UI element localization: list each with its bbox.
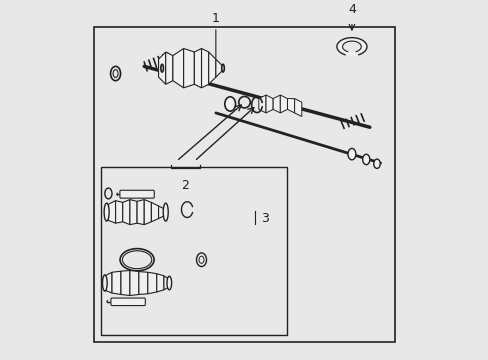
Text: 1: 1 [211, 12, 219, 25]
Ellipse shape [104, 188, 112, 199]
Ellipse shape [161, 64, 163, 72]
FancyBboxPatch shape [111, 298, 145, 306]
Polygon shape [208, 52, 215, 84]
Polygon shape [165, 52, 173, 84]
Polygon shape [147, 272, 157, 294]
Circle shape [238, 96, 250, 108]
Polygon shape [122, 199, 130, 225]
Text: 3: 3 [260, 212, 268, 225]
Polygon shape [151, 202, 158, 222]
FancyBboxPatch shape [120, 190, 154, 198]
Text: 4: 4 [347, 3, 355, 16]
Polygon shape [158, 52, 165, 84]
Polygon shape [183, 49, 194, 88]
Ellipse shape [362, 154, 369, 165]
Polygon shape [258, 95, 265, 113]
Polygon shape [139, 271, 147, 294]
Polygon shape [108, 201, 115, 223]
Text: 2: 2 [181, 179, 189, 192]
Polygon shape [112, 271, 121, 294]
Polygon shape [130, 199, 137, 225]
Ellipse shape [122, 251, 151, 269]
Ellipse shape [102, 275, 107, 291]
Ellipse shape [163, 203, 168, 221]
Polygon shape [144, 199, 151, 225]
Ellipse shape [196, 253, 206, 266]
Polygon shape [201, 49, 208, 88]
Polygon shape [130, 270, 139, 296]
Polygon shape [163, 276, 169, 290]
Ellipse shape [120, 249, 154, 271]
Polygon shape [173, 49, 183, 88]
Polygon shape [280, 95, 287, 113]
Ellipse shape [224, 97, 235, 111]
Bar [94, 27, 394, 342]
Polygon shape [158, 206, 165, 219]
Polygon shape [137, 199, 144, 225]
Polygon shape [194, 49, 201, 88]
Polygon shape [342, 41, 361, 51]
Polygon shape [115, 201, 122, 223]
Ellipse shape [166, 276, 171, 290]
Ellipse shape [221, 64, 224, 72]
Polygon shape [121, 270, 130, 296]
Polygon shape [215, 59, 223, 77]
Ellipse shape [199, 256, 203, 263]
Polygon shape [157, 274, 163, 292]
Polygon shape [273, 95, 280, 113]
Polygon shape [265, 95, 273, 113]
Ellipse shape [113, 69, 118, 77]
Polygon shape [294, 99, 301, 117]
Ellipse shape [110, 66, 121, 81]
Polygon shape [336, 38, 366, 55]
Ellipse shape [104, 203, 109, 221]
Ellipse shape [373, 159, 380, 168]
Polygon shape [287, 99, 294, 113]
Polygon shape [104, 272, 112, 293]
Bar [101, 167, 287, 335]
Ellipse shape [347, 148, 355, 160]
